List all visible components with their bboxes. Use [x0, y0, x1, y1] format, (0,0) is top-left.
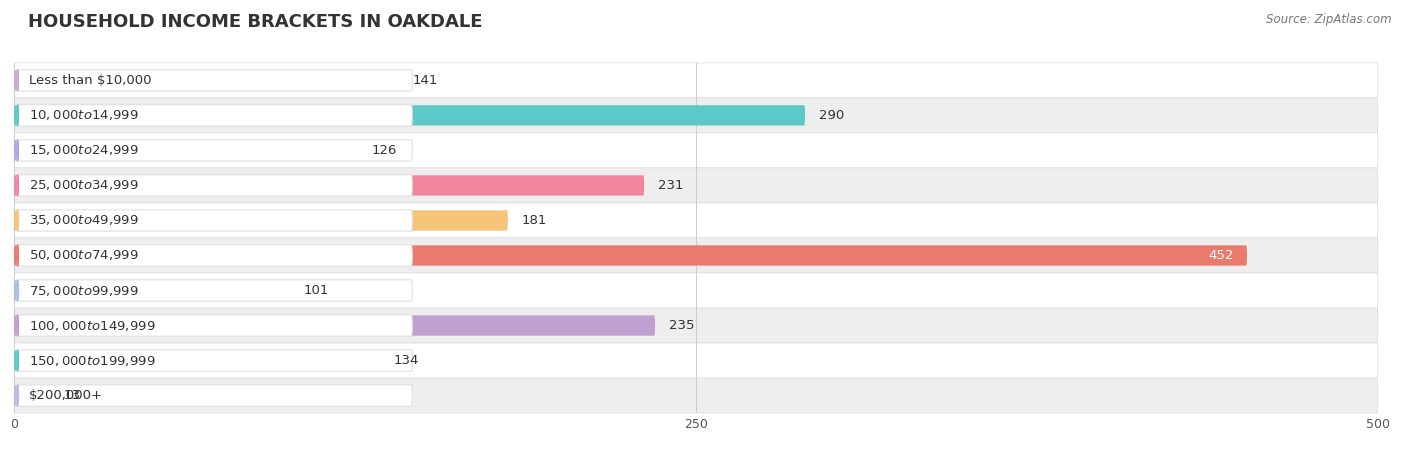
Text: 134: 134	[394, 354, 419, 367]
Text: 13: 13	[63, 389, 80, 402]
FancyBboxPatch shape	[17, 245, 412, 266]
Circle shape	[17, 280, 18, 301]
FancyBboxPatch shape	[17, 210, 412, 231]
Text: $25,000 to $34,999: $25,000 to $34,999	[30, 178, 139, 193]
FancyBboxPatch shape	[14, 280, 290, 301]
Circle shape	[17, 245, 18, 266]
Text: 141: 141	[412, 74, 437, 87]
Text: 452: 452	[1208, 249, 1233, 262]
FancyBboxPatch shape	[14, 105, 806, 126]
Text: 290: 290	[818, 109, 844, 122]
FancyBboxPatch shape	[14, 140, 357, 161]
Circle shape	[17, 175, 18, 196]
Circle shape	[17, 315, 18, 336]
FancyBboxPatch shape	[14, 168, 1378, 203]
Text: 101: 101	[304, 284, 329, 297]
FancyBboxPatch shape	[17, 70, 412, 91]
Text: $15,000 to $24,999: $15,000 to $24,999	[30, 143, 139, 158]
FancyBboxPatch shape	[14, 210, 508, 231]
Text: 231: 231	[658, 179, 683, 192]
FancyBboxPatch shape	[17, 385, 412, 406]
Circle shape	[17, 385, 18, 406]
Text: $75,000 to $99,999: $75,000 to $99,999	[30, 283, 139, 298]
Circle shape	[17, 70, 18, 91]
Text: 126: 126	[371, 144, 396, 157]
FancyBboxPatch shape	[14, 273, 1378, 308]
FancyBboxPatch shape	[17, 105, 412, 126]
FancyBboxPatch shape	[17, 175, 412, 196]
FancyBboxPatch shape	[14, 343, 1378, 378]
Text: 235: 235	[669, 319, 695, 332]
Circle shape	[17, 210, 18, 231]
Circle shape	[17, 105, 18, 126]
FancyBboxPatch shape	[14, 385, 49, 406]
Text: HOUSEHOLD INCOME BRACKETS IN OAKDALE: HOUSEHOLD INCOME BRACKETS IN OAKDALE	[28, 13, 482, 31]
FancyBboxPatch shape	[14, 238, 1378, 273]
FancyBboxPatch shape	[14, 350, 380, 371]
Text: $10,000 to $14,999: $10,000 to $14,999	[30, 108, 139, 123]
FancyBboxPatch shape	[17, 280, 412, 301]
Text: Less than $10,000: Less than $10,000	[30, 74, 152, 87]
Circle shape	[17, 350, 18, 371]
Text: $200,000+: $200,000+	[30, 389, 104, 402]
FancyBboxPatch shape	[14, 133, 1378, 168]
Text: $50,000 to $74,999: $50,000 to $74,999	[30, 248, 139, 263]
FancyBboxPatch shape	[17, 140, 412, 161]
FancyBboxPatch shape	[17, 315, 412, 336]
FancyBboxPatch shape	[14, 70, 399, 91]
FancyBboxPatch shape	[14, 245, 1247, 266]
FancyBboxPatch shape	[14, 315, 655, 336]
FancyBboxPatch shape	[17, 350, 412, 371]
Text: Source: ZipAtlas.com: Source: ZipAtlas.com	[1267, 13, 1392, 26]
Text: $100,000 to $149,999: $100,000 to $149,999	[30, 318, 156, 333]
FancyBboxPatch shape	[14, 175, 644, 196]
FancyBboxPatch shape	[14, 203, 1378, 238]
Text: $35,000 to $49,999: $35,000 to $49,999	[30, 213, 139, 228]
FancyBboxPatch shape	[14, 378, 1378, 413]
FancyBboxPatch shape	[14, 98, 1378, 133]
Circle shape	[17, 140, 18, 161]
Text: $150,000 to $199,999: $150,000 to $199,999	[30, 353, 156, 368]
Text: 181: 181	[522, 214, 547, 227]
FancyBboxPatch shape	[14, 308, 1378, 343]
FancyBboxPatch shape	[14, 63, 1378, 98]
